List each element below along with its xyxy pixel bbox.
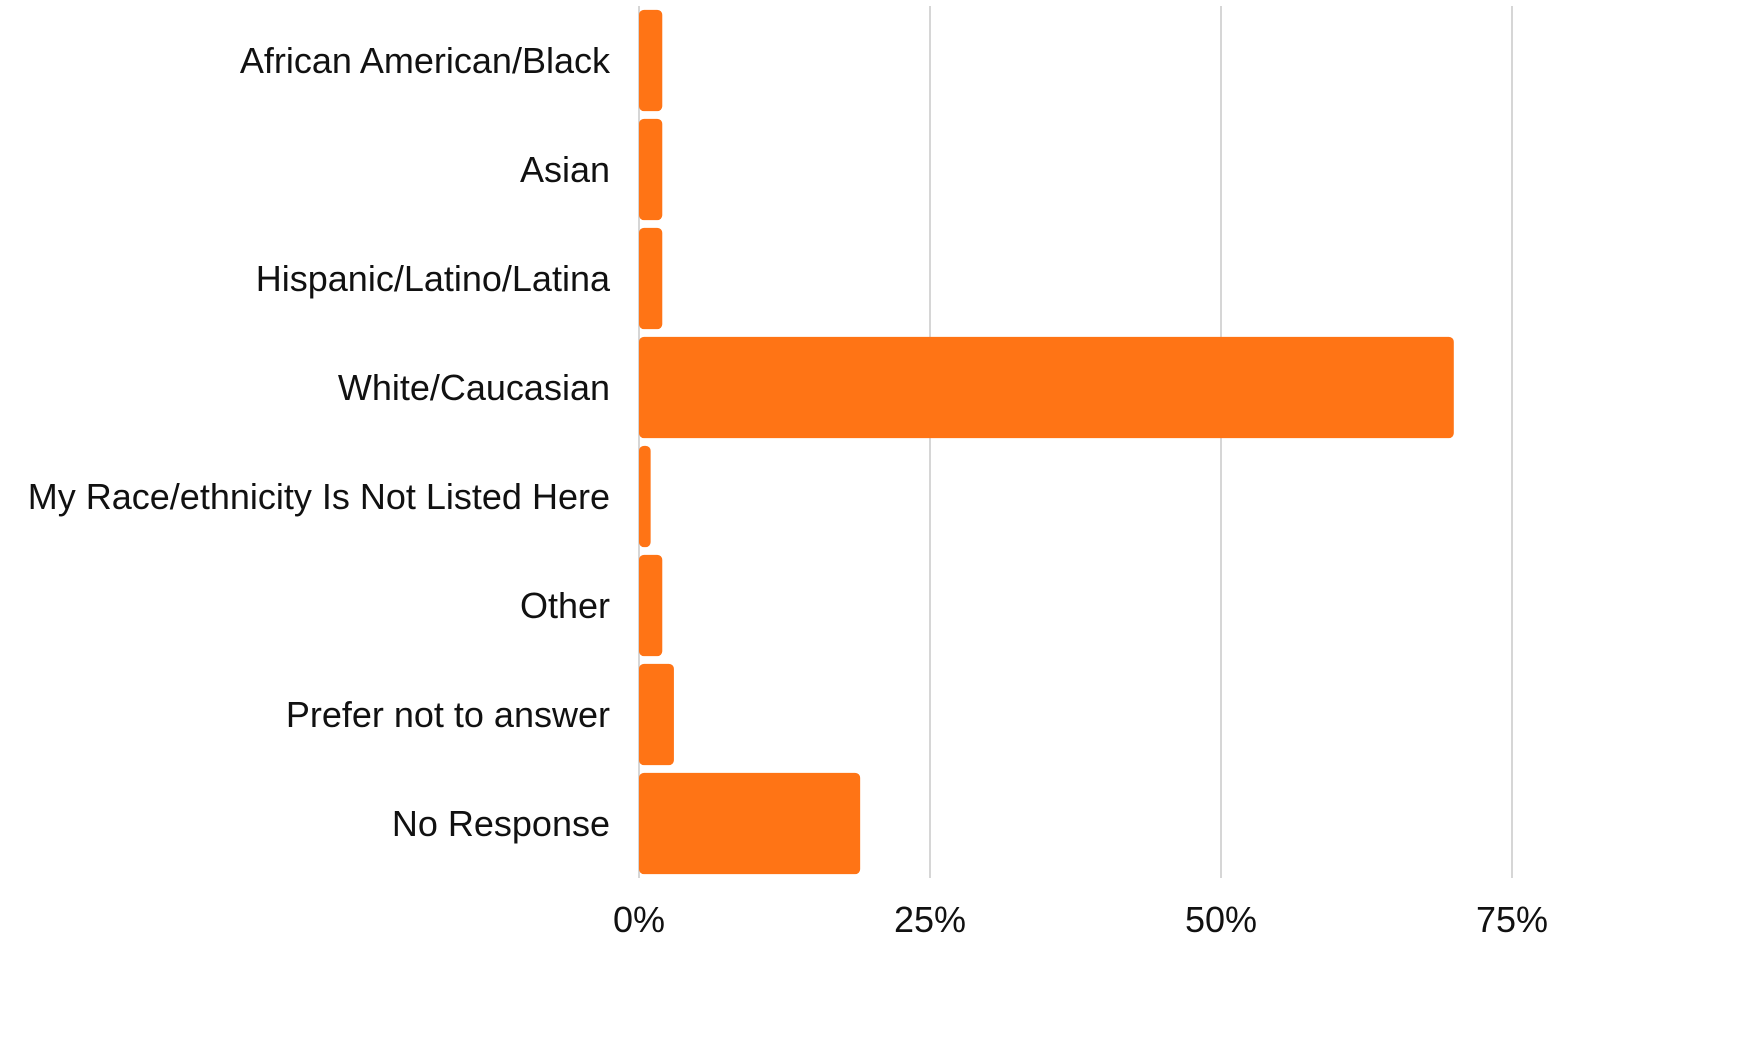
x-tick-label: 50% <box>1185 899 1257 940</box>
bar <box>639 445 651 548</box>
category-label: White/Caucasian <box>338 367 610 408</box>
x-tick-labels: 0% 25% 50% 75% <box>613 899 1548 940</box>
gridlines <box>638 6 1513 878</box>
category-label: African American/Black <box>240 40 611 81</box>
bar <box>639 336 1454 439</box>
category-label: Prefer not to answer <box>286 694 610 735</box>
x-tick-label: 0% <box>613 899 665 940</box>
x-tick-label: 75% <box>1476 899 1548 940</box>
category-label: My Race/ethnicity Is Not Listed Here <box>28 476 610 517</box>
bar <box>639 663 674 766</box>
category-label: No Response <box>392 803 610 844</box>
bar <box>639 118 663 221</box>
category-label: Other <box>520 585 610 626</box>
bar <box>639 227 663 330</box>
x-tick-label: 25% <box>894 899 966 940</box>
bar <box>639 772 861 875</box>
bar <box>639 554 663 657</box>
category-label: Hispanic/Latino/Latina <box>256 258 611 299</box>
bar <box>639 9 663 112</box>
category-labels: African American/Black Asian Hispanic/Lati… <box>28 40 611 844</box>
bars <box>639 9 1454 875</box>
category-label: Asian <box>520 149 610 190</box>
